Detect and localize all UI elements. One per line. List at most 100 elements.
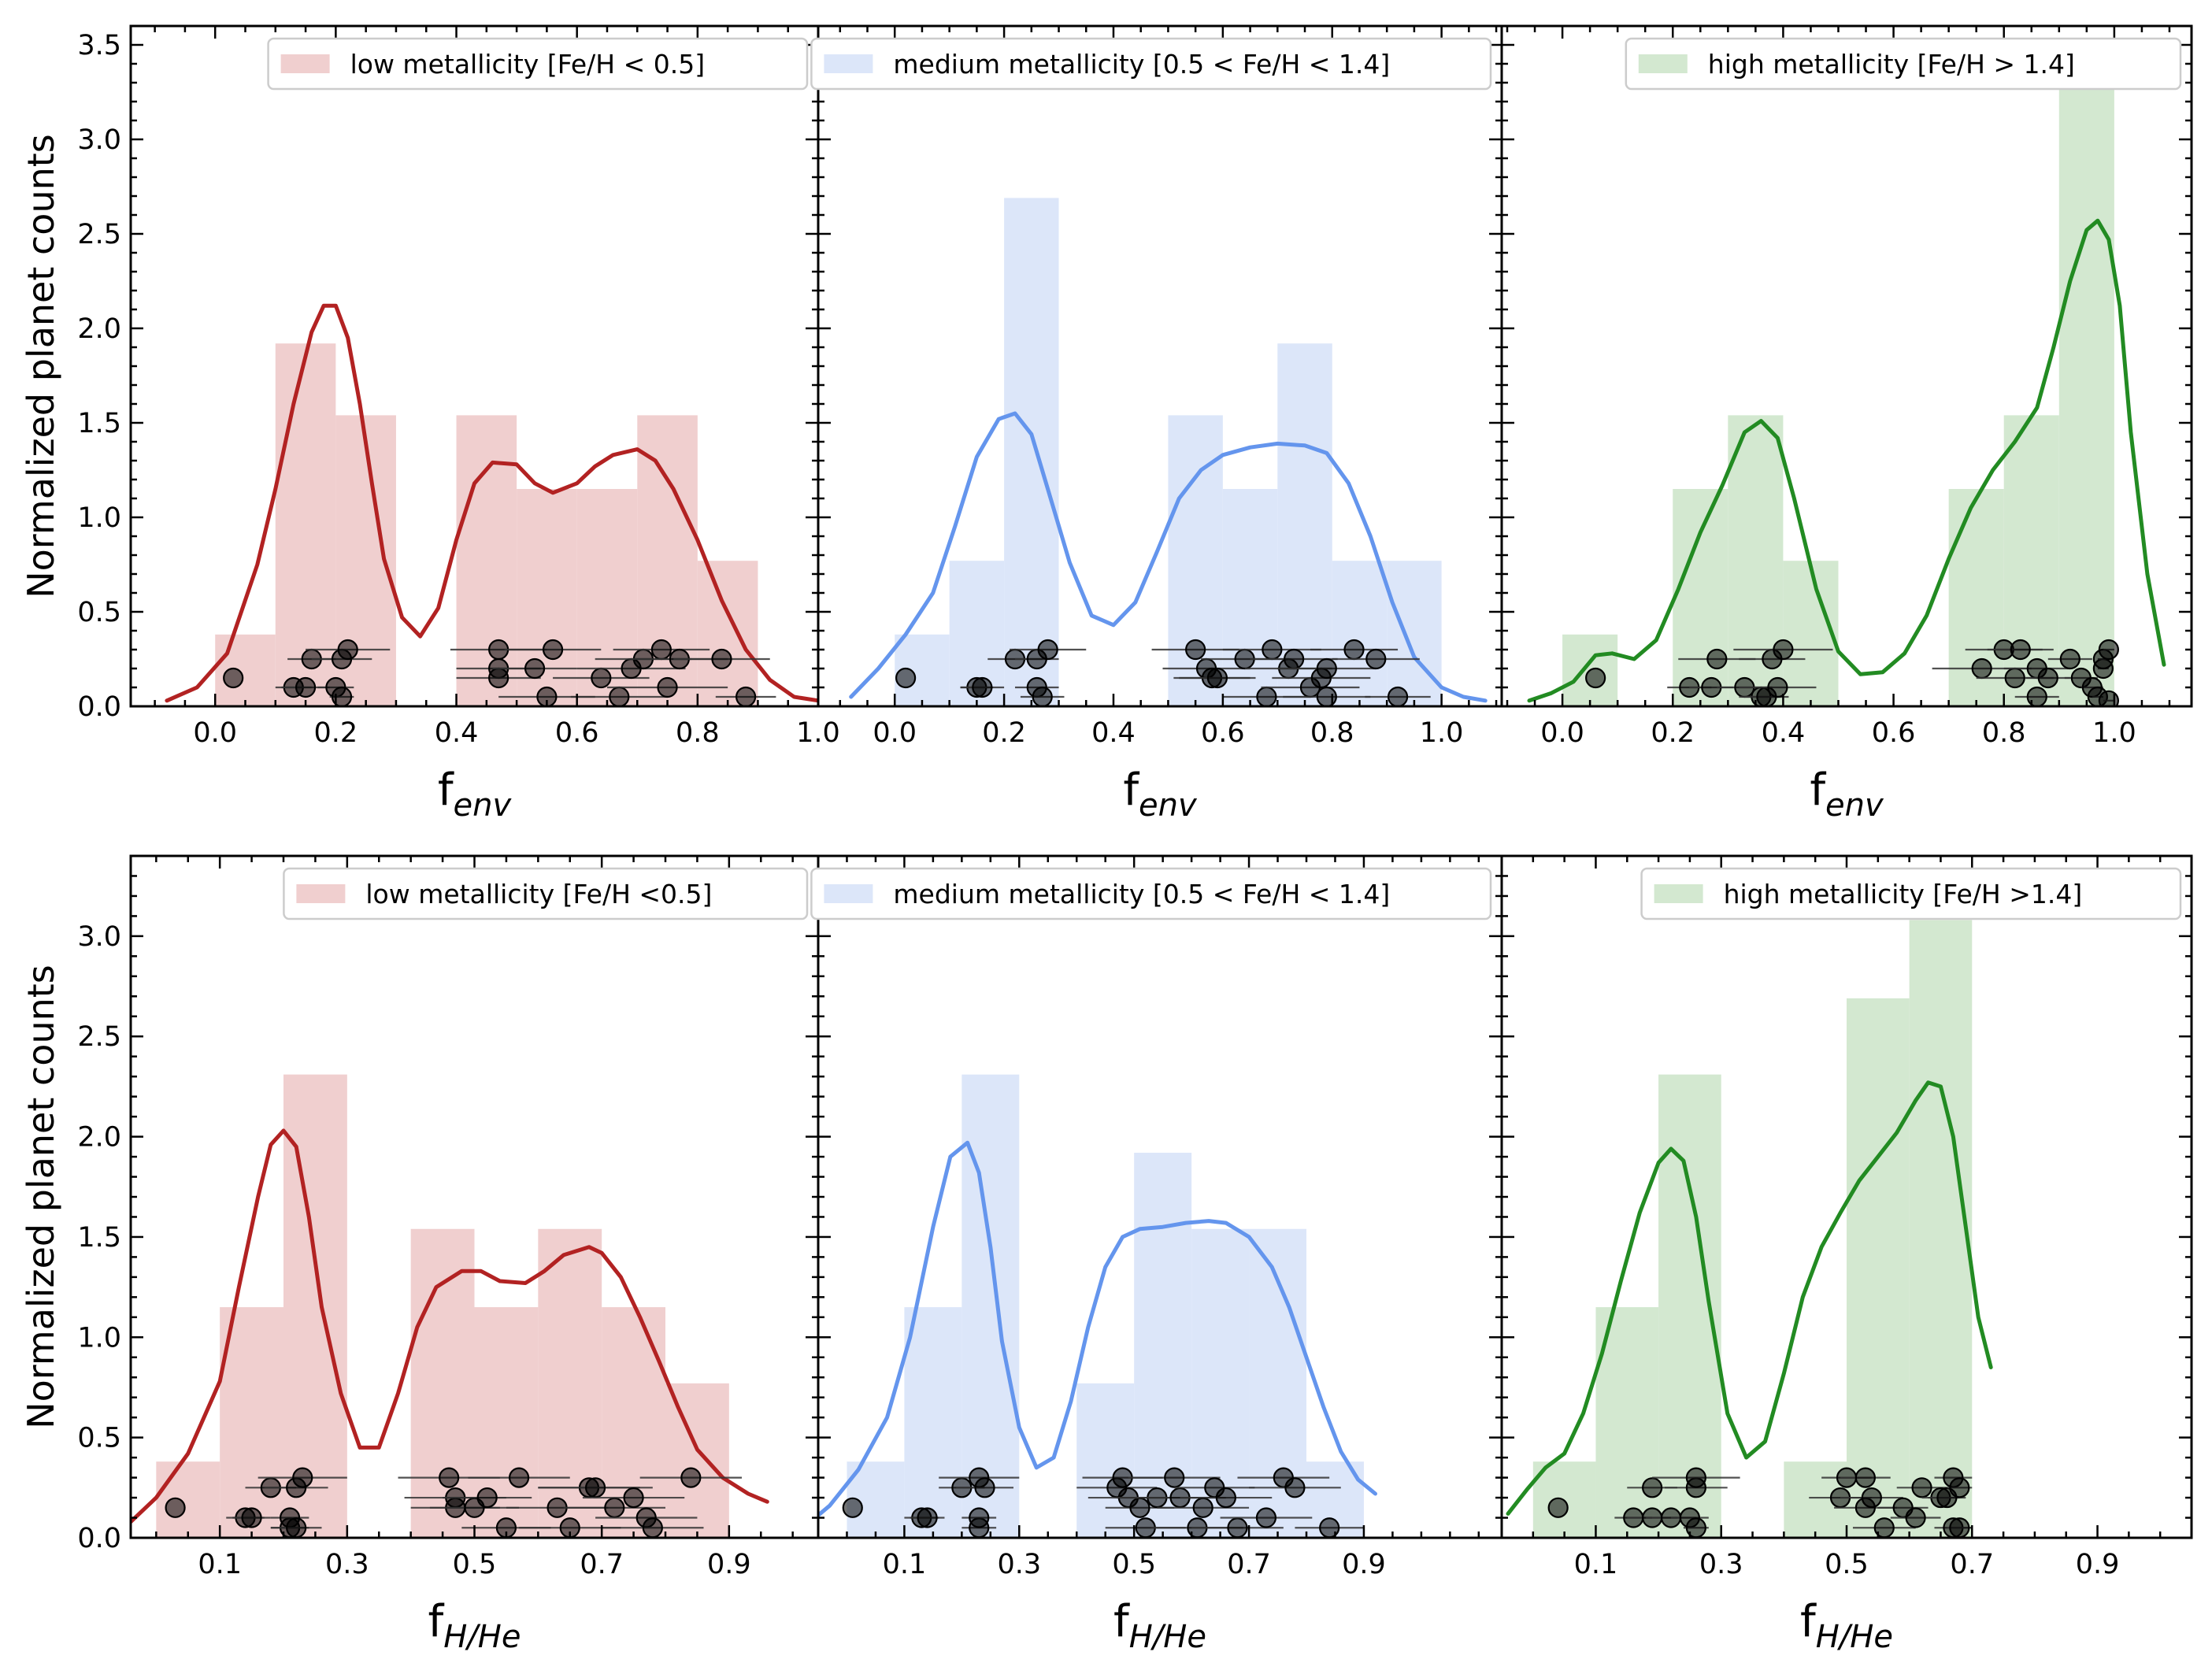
ytick-label: 2.5 bbox=[77, 219, 121, 250]
legend-box bbox=[1640, 867, 2182, 920]
data-point-5 bbox=[331, 686, 353, 706]
data-point-0 bbox=[223, 667, 244, 689]
data-points bbox=[165, 1467, 742, 1538]
xtick-label: 0.8 bbox=[676, 717, 720, 749]
ytick-label: 1.0 bbox=[77, 1322, 121, 1354]
xtick-label: 0.3 bbox=[997, 1549, 1041, 1580]
data-point-10 bbox=[488, 667, 509, 689]
data-point-8 bbox=[292, 1467, 313, 1488]
data-points bbox=[1585, 639, 2119, 706]
hist-bar-5 bbox=[2003, 415, 2059, 706]
x-axis-label: fenv bbox=[1810, 765, 1884, 824]
data-point-7 bbox=[974, 1477, 995, 1498]
x-axis-label-main: f bbox=[1810, 765, 1826, 816]
xtick-label: 0.6 bbox=[1872, 717, 1916, 749]
legend-swatch bbox=[1638, 54, 1688, 73]
xtick-label: 0.7 bbox=[1950, 1549, 1994, 1580]
data-point-16 bbox=[1905, 1507, 1926, 1528]
data-point-15 bbox=[508, 1467, 530, 1488]
hist-bar-3 bbox=[1076, 1383, 1135, 1538]
xtick-label: 1.0 bbox=[2092, 717, 2136, 749]
data-point-2 bbox=[917, 1507, 938, 1528]
data-point-14 bbox=[1164, 1467, 1185, 1488]
x-axis-label-sub: H/He bbox=[443, 1619, 521, 1655]
data-point-13 bbox=[1861, 1487, 1882, 1509]
data-point-6 bbox=[286, 1517, 307, 1538]
panel-1-2: 0.1 0.3 0.5 0.7 0.9 fH/He high metallicity [Fe… bbox=[1500, 854, 2193, 1655]
x-axis-label-main: f bbox=[1113, 1596, 1130, 1647]
data-point-11 bbox=[1206, 667, 1228, 689]
y-axis-label: Normalized planet counts bbox=[20, 134, 62, 598]
kde-curve bbox=[818, 1140, 1377, 1518]
legend-swatch bbox=[824, 884, 873, 903]
hist-bar-0 bbox=[215, 634, 276, 706]
data-point-20 bbox=[1227, 1517, 1248, 1538]
hist-bar-6 bbox=[2058, 52, 2114, 706]
x-axis-label: fH/He bbox=[428, 1596, 521, 1655]
data-point-0 bbox=[895, 667, 917, 689]
x-axis-label-sub: env bbox=[1139, 787, 1198, 824]
legend-label: low metallicity [Fe/H <0.5] bbox=[365, 879, 712, 909]
xtick-label: 0.0 bbox=[873, 717, 917, 749]
ytick-label: 1.0 bbox=[77, 502, 121, 534]
data-point-21 bbox=[1343, 639, 1365, 661]
xtick-label: 0.2 bbox=[314, 717, 358, 749]
xtick-label: 0.1 bbox=[883, 1549, 927, 1580]
data-point-21 bbox=[623, 1487, 644, 1509]
data-point-5 bbox=[969, 1507, 990, 1528]
hist-bar-5 bbox=[1909, 920, 1973, 1538]
xtick-label: 0.9 bbox=[707, 1549, 751, 1580]
xtick-label: 0.3 bbox=[1699, 1549, 1743, 1580]
data-point-16 bbox=[2037, 667, 2058, 689]
hist-bar-2 bbox=[283, 1074, 347, 1538]
x-axis-label-main: f bbox=[1123, 765, 1139, 816]
ytick-label: 3.5 bbox=[77, 30, 121, 61]
x-axis-label-sub: env bbox=[454, 787, 513, 824]
data-point-18 bbox=[650, 639, 672, 661]
ytick-label: 0.5 bbox=[77, 1423, 121, 1454]
panel-0-1: 0.0 0.2 0.4 0.6 0.8 1.0 fenv medium metallicity… bbox=[810, 24, 1503, 824]
x-axis-label-main: f bbox=[1800, 1596, 1817, 1647]
data-point-7 bbox=[1037, 639, 1058, 661]
data-point-20 bbox=[604, 1497, 625, 1518]
legend: high metallicity [Fe/H >1.4] bbox=[1640, 867, 2182, 920]
hist-bar-0 bbox=[156, 1461, 220, 1538]
legend-swatch bbox=[824, 54, 873, 73]
data-points bbox=[223, 639, 776, 706]
xtick-label: 0.6 bbox=[1201, 717, 1245, 749]
data-point-0 bbox=[1547, 1497, 1569, 1518]
xtick-label: 0.5 bbox=[1112, 1549, 1156, 1580]
kde-curve bbox=[1527, 218, 2166, 703]
legend-swatch bbox=[280, 54, 330, 73]
data-point-8 bbox=[1767, 676, 1788, 698]
data-point-23 bbox=[642, 1517, 663, 1538]
xtick-label: 0.1 bbox=[198, 1549, 242, 1580]
data-point-23 bbox=[2098, 639, 2119, 661]
legend-label: high metallicity [Fe/H >1.4] bbox=[1724, 879, 2083, 909]
data-point-8 bbox=[1185, 639, 1206, 661]
data-point-11 bbox=[1129, 1497, 1150, 1518]
legend-label: high metallicity [Fe/H > 1.4] bbox=[1708, 49, 2075, 80]
data-point-23 bbox=[1284, 1477, 1306, 1498]
panel-0-0: 0.0 0.5 1.0 1.5 2.0 2.5 3.0 3.5 0.0 0.2 0.4 0.6 0.8 1… bbox=[20, 24, 840, 824]
data-points bbox=[1547, 1467, 1973, 1538]
x-axis-label-sub: H/He bbox=[1816, 1619, 1893, 1655]
legend-swatch bbox=[296, 884, 346, 903]
data-point-2 bbox=[972, 676, 993, 698]
hist-bar-2 bbox=[1004, 198, 1059, 706]
xtick-label: 0.2 bbox=[1651, 717, 1695, 749]
data-point-8 bbox=[1685, 1467, 1706, 1488]
legend-label: medium metallicity [0.5 < Fe/H < 1.4] bbox=[893, 879, 1390, 909]
x-axis-label-sub: env bbox=[1825, 787, 1884, 824]
legend: low metallicity [Fe/H < 0.5] bbox=[267, 37, 809, 91]
hist-bar-1 bbox=[275, 343, 336, 706]
xtick-label: 0.5 bbox=[1825, 1549, 1869, 1580]
legend-swatch bbox=[1654, 884, 1703, 903]
xtick-label: 0.7 bbox=[1227, 1549, 1271, 1580]
histogram bbox=[1562, 52, 2114, 706]
data-point-7 bbox=[337, 639, 358, 661]
hist-bar-4 bbox=[1222, 489, 1278, 706]
ytick-label: 0.0 bbox=[77, 691, 121, 723]
data-point-3 bbox=[1706, 648, 1728, 670]
